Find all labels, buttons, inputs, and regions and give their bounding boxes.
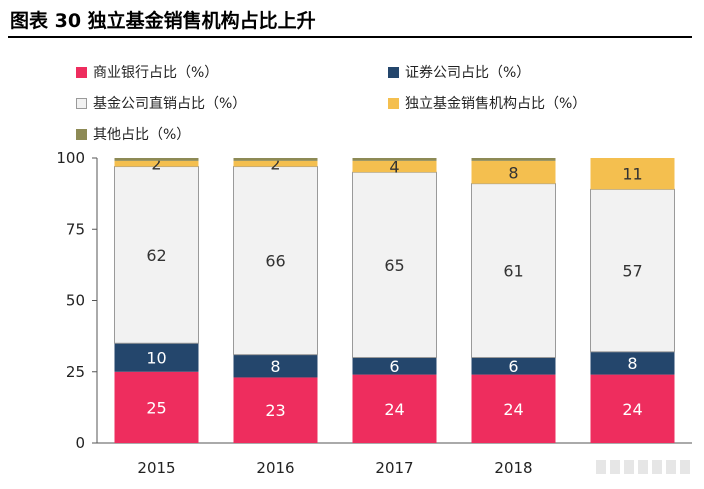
bar-bank	[471, 374, 556, 443]
bar-bank	[114, 371, 199, 443]
bar-independent	[590, 158, 675, 190]
data-label-direct: 66	[265, 252, 285, 271]
legend-label-direct: 基金公司直销占比（%）	[93, 96, 247, 112]
data-label-bank: 25	[146, 398, 166, 417]
bar-other	[352, 158, 437, 161]
bar-independent	[233, 160, 318, 167]
legend-swatch-bank	[76, 66, 87, 78]
data-label-independent: 11	[622, 165, 642, 184]
legend-swatch-securities	[388, 66, 399, 78]
legend-label-other: 其他占比（%）	[93, 127, 191, 143]
data-label-independent: 8	[508, 163, 518, 182]
data-label-bank: 24	[503, 400, 523, 419]
data-label-direct: 65	[384, 256, 404, 275]
data-label-securities: 6	[508, 357, 518, 376]
data-label-direct: 57	[622, 262, 642, 281]
legend-item-direct: 基金公司直销占比（%）	[76, 93, 246, 113]
legend-item-bank: 商业银行占比（%）	[76, 62, 218, 82]
bar-independent	[114, 160, 199, 167]
data-label-independent: 4	[389, 158, 399, 177]
watermark	[596, 456, 690, 478]
data-label-securities: 8	[627, 354, 637, 373]
legend-item-other: 其他占比（%）	[76, 124, 190, 144]
bar-direct	[233, 166, 318, 356]
bar-securities	[233, 354, 318, 378]
data-label-independent: 2	[151, 155, 161, 174]
x-tick-label: 2018	[494, 459, 532, 477]
bar-securities	[114, 343, 199, 372]
bar-other	[471, 158, 556, 161]
bar-bank	[233, 377, 318, 443]
data-label-independent: 2	[270, 155, 280, 174]
legend-item-independent: 独立基金销售机构占比（%）	[388, 93, 586, 113]
y-tick-label: 0	[75, 434, 85, 452]
data-label-securities: 8	[270, 357, 280, 376]
bar-securities	[471, 357, 556, 375]
legend: 商业银行占比（%） 证券公司占比（%） 基金公司直销占比（%） 独立基金销售机构…	[0, 0, 704, 150]
y-tick-label: 75	[66, 220, 85, 238]
bar-securities	[352, 357, 437, 375]
figure-title: 图表 30 独立基金销售机构占比上升	[10, 10, 316, 32]
y-tick-label: 50	[66, 292, 85, 310]
y-tick-label: 100	[56, 149, 85, 167]
y-tick-label: 25	[66, 363, 85, 381]
bar-direct	[114, 166, 199, 344]
data-label-securities: 10	[146, 349, 166, 368]
data-label-direct: 62	[146, 246, 166, 265]
legend-label-bank: 商业银行占比（%）	[93, 65, 219, 81]
bar-bank	[352, 374, 437, 443]
bar-independent	[352, 160, 437, 173]
bar-direct	[471, 183, 556, 358]
legend-swatch-direct	[76, 97, 87, 109]
bar-direct	[590, 188, 675, 353]
bar-other	[233, 158, 318, 161]
bar-other	[114, 158, 199, 161]
x-tick-label: 2017	[375, 459, 413, 477]
x-tick-label: 2016	[256, 459, 294, 477]
legend-label-independent: 独立基金销售机构占比（%）	[405, 96, 587, 112]
x-tick-label: 2015	[137, 459, 175, 477]
bar-independent	[471, 160, 556, 184]
data-label-securities: 6	[389, 357, 399, 376]
bar-direct	[352, 171, 437, 358]
data-label-bank: 24	[622, 400, 642, 419]
legend-label-securities: 证券公司占比（%）	[405, 65, 531, 81]
bar-bank	[590, 374, 675, 443]
data-label-bank: 23	[265, 401, 285, 420]
legend-swatch-independent	[388, 97, 399, 109]
legend-swatch-other	[76, 128, 87, 140]
data-label-direct: 61	[503, 262, 523, 281]
bar-securities	[590, 351, 675, 375]
title-underline	[8, 36, 692, 38]
data-label-bank: 24	[384, 400, 404, 419]
legend-item-securities: 证券公司占比（%）	[388, 62, 530, 82]
